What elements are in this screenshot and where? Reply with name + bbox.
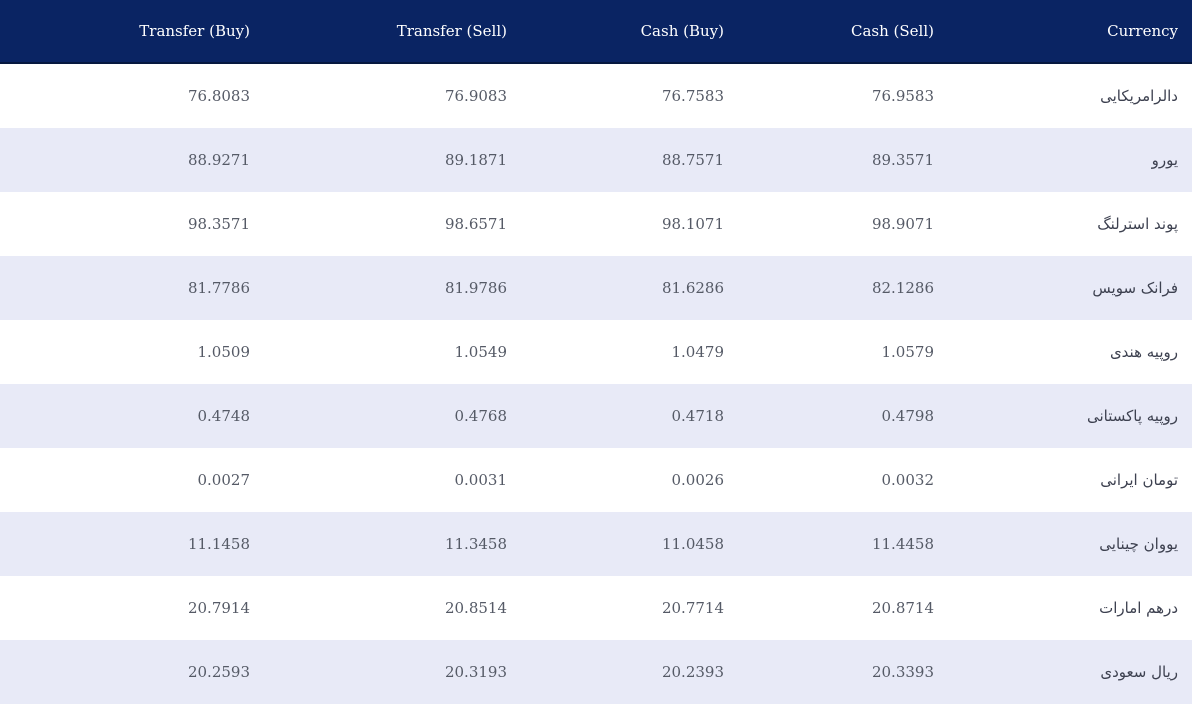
- cell-cash-sell: 11.4458: [734, 512, 944, 576]
- cell-transfer-buy: 88.9271: [0, 128, 260, 192]
- cell-transfer-sell: 89.1871: [260, 128, 517, 192]
- cell-currency: ریال سعودی: [944, 640, 1192, 704]
- cell-cash-sell: 0.4798: [734, 384, 944, 448]
- table-row: 81.7786 81.9786 81.6286 82.1286 فرانک سو…: [0, 256, 1192, 320]
- cell-cash-buy: 0.0026: [517, 448, 734, 512]
- table-row: 76.8083 76.9083 76.7583 76.9583 دالرامری…: [0, 63, 1192, 128]
- table-row: 11.1458 11.3458 11.0458 11.4458 یووان چی…: [0, 512, 1192, 576]
- cell-transfer-buy: 76.8083: [0, 63, 260, 128]
- table-row: 0.4748 0.4768 0.4718 0.4798 روپیه پاکستا…: [0, 384, 1192, 448]
- cell-cash-buy: 11.0458: [517, 512, 734, 576]
- cell-transfer-buy: 20.2593: [0, 640, 260, 704]
- header-transfer-buy: Transfer (Buy): [0, 0, 260, 64]
- cell-cash-sell: 0.0032: [734, 448, 944, 512]
- cell-cash-sell: 20.3393: [734, 640, 944, 704]
- cell-cash-sell: 89.3571: [734, 128, 944, 192]
- cell-transfer-buy: 81.7786: [0, 256, 260, 320]
- cell-currency: درهم امارات: [944, 576, 1192, 640]
- cell-transfer-buy: 0.0027: [0, 448, 260, 512]
- cell-currency: دالرامریکایی: [944, 63, 1192, 128]
- header-currency: Currency: [944, 0, 1192, 64]
- cell-transfer-sell: 0.0031: [260, 448, 517, 512]
- cell-cash-buy: 98.1071: [517, 192, 734, 256]
- cell-currency: یووان چینایی: [944, 512, 1192, 576]
- cell-cash-buy: 81.6286: [517, 256, 734, 320]
- cell-currency: روپیه هندی: [944, 320, 1192, 384]
- cell-currency: روپیه پاکستانی: [944, 384, 1192, 448]
- cell-transfer-sell: 11.3458: [260, 512, 517, 576]
- table-row: 20.2593 20.3193 20.2393 20.3393 ریال سعو…: [0, 640, 1192, 704]
- cell-transfer-buy: 1.0509: [0, 320, 260, 384]
- header-cash-sell: Cash (Sell): [734, 0, 944, 64]
- table-row: 98.3571 98.6571 98.1071 98.9071 پوند است…: [0, 192, 1192, 256]
- cell-cash-buy: 88.7571: [517, 128, 734, 192]
- table-row: 20.7914 20.8514 20.7714 20.8714 درهم اما…: [0, 576, 1192, 640]
- cell-currency: پوند استرلنگ: [944, 192, 1192, 256]
- cell-currency: تومان ایرانی: [944, 448, 1192, 512]
- cell-cash-sell: 76.9583: [734, 63, 944, 128]
- cell-currency: یورو: [944, 128, 1192, 192]
- cell-cash-sell: 1.0579: [734, 320, 944, 384]
- table-header-row: Transfer (Buy) Transfer (Sell) Cash (Buy…: [0, 0, 1192, 64]
- cell-cash-sell: 98.9071: [734, 192, 944, 256]
- cell-transfer-sell: 1.0549: [260, 320, 517, 384]
- cell-cash-buy: 1.0479: [517, 320, 734, 384]
- cell-transfer-sell: 76.9083: [260, 63, 517, 128]
- table-row: 0.0027 0.0031 0.0026 0.0032 تومان ایرانی: [0, 448, 1192, 512]
- cell-transfer-buy: 11.1458: [0, 512, 260, 576]
- cell-cash-sell: 82.1286: [734, 256, 944, 320]
- cell-currency: فرانک سویس: [944, 256, 1192, 320]
- table-row: 1.0509 1.0549 1.0479 1.0579 روپیه هندی: [0, 320, 1192, 384]
- cell-transfer-buy: 20.7914: [0, 576, 260, 640]
- cell-transfer-sell: 81.9786: [260, 256, 517, 320]
- cell-transfer-sell: 98.6571: [260, 192, 517, 256]
- cell-transfer-buy: 0.4748: [0, 384, 260, 448]
- cell-cash-buy: 0.4718: [517, 384, 734, 448]
- cell-cash-sell: 20.8714: [734, 576, 944, 640]
- cell-cash-buy: 20.2393: [517, 640, 734, 704]
- cell-transfer-sell: 20.8514: [260, 576, 517, 640]
- cell-transfer-sell: 20.3193: [260, 640, 517, 704]
- header-cash-buy: Cash (Buy): [517, 0, 734, 64]
- cell-cash-buy: 20.7714: [517, 576, 734, 640]
- header-transfer-sell: Transfer (Sell): [260, 0, 517, 64]
- table-row: 88.9271 89.1871 88.7571 89.3571 یورو: [0, 128, 1192, 192]
- cell-transfer-buy: 98.3571: [0, 192, 260, 256]
- cell-transfer-sell: 0.4768: [260, 384, 517, 448]
- cell-cash-buy: 76.7583: [517, 63, 734, 128]
